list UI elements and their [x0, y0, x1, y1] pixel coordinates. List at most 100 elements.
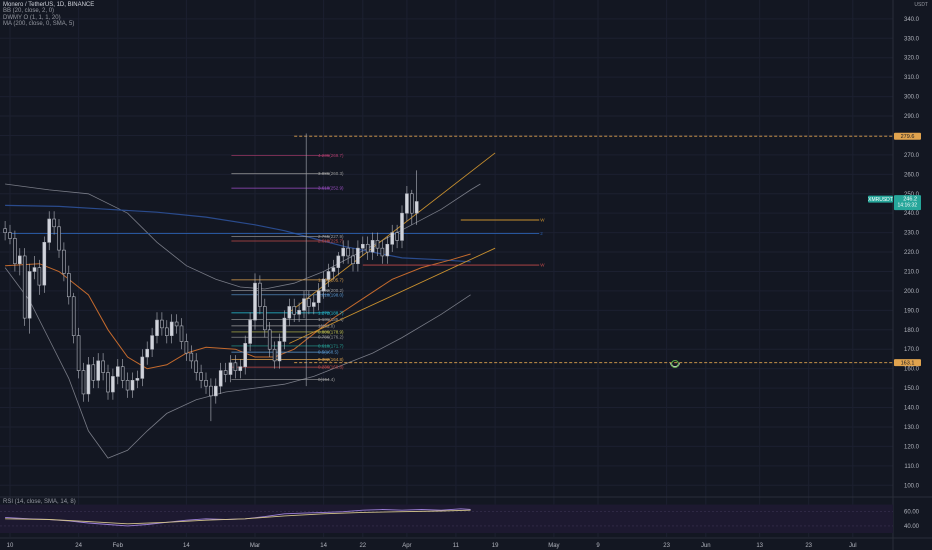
y-tick-label: 320.0 — [904, 56, 920, 62]
indicator-bb[interactable]: BB (20, close, 2, 0) — [3, 8, 55, 15]
y-tick-label: 330.0 — [904, 36, 920, 42]
candle — [365, 236, 370, 260]
rsi-legend[interactable]: RSI (14, close, SMA, 14, 8) — [3, 499, 76, 505]
candle-body — [184, 341, 189, 354]
fib-level-label: 1.131(185.4) — [318, 317, 344, 322]
candle-body — [360, 243, 365, 249]
candle-body — [8, 232, 12, 239]
candle — [32, 255, 37, 280]
rsi-tick-label: 40.00 — [904, 524, 920, 530]
candle — [101, 353, 105, 381]
candle — [150, 327, 154, 358]
candle — [395, 224, 399, 249]
candle — [160, 312, 164, 336]
candle-body — [262, 306, 267, 331]
candle — [125, 372, 130, 398]
candle-body — [341, 247, 346, 257]
candle — [145, 341, 149, 365]
y-tick-label: 230.0 — [904, 231, 920, 237]
candle — [253, 273, 257, 330]
y-tick-label: 160.0 — [904, 367, 920, 373]
fib-level-label: 0.236(160.8) — [318, 365, 344, 370]
candle — [3, 220, 7, 241]
y-tick-label: 140.0 — [904, 406, 920, 412]
y-tick-label: 170.0 — [904, 347, 920, 353]
candle — [336, 252, 341, 276]
candle-body — [135, 378, 140, 381]
candle-body — [380, 247, 385, 257]
candle — [356, 240, 360, 272]
candle-body — [346, 247, 350, 257]
bollinger-upper-line — [5, 183, 481, 290]
candle — [405, 185, 409, 221]
currency-label[interactable]: USDT — [914, 2, 928, 8]
candle — [297, 302, 301, 323]
candle — [62, 242, 66, 282]
candle-body — [57, 226, 61, 251]
rsi-ma-line — [5, 509, 471, 525]
candle-body — [189, 352, 194, 362]
candle — [91, 357, 96, 389]
candle — [321, 271, 326, 299]
candle — [169, 314, 174, 344]
candle — [189, 345, 194, 369]
candle — [282, 310, 287, 350]
candle-body — [96, 360, 100, 381]
candle — [414, 170, 419, 225]
candle-body — [116, 366, 120, 377]
indicator-ma[interactable]: MA (200, close, 0, SMA, 5) — [3, 21, 75, 28]
candle-body — [307, 298, 311, 307]
y-tick-label: 240.0 — [904, 211, 920, 217]
candle-body — [174, 321, 179, 327]
candle — [267, 322, 272, 358]
candle-body — [22, 255, 27, 319]
fib-level-label: 3.886(260.3) — [318, 171, 344, 176]
candle — [13, 230, 17, 272]
x-tick-label: Jun — [701, 543, 711, 549]
fib-level-label: 2.618(225.7) — [318, 238, 344, 243]
candle-body — [194, 360, 198, 373]
fib-level-label: 1.272(188.7) — [318, 310, 344, 315]
candle — [116, 358, 120, 385]
candle — [22, 248, 27, 326]
candle — [81, 362, 86, 402]
candle — [179, 318, 184, 350]
candle-body — [287, 306, 292, 319]
level-label: W — [540, 263, 545, 268]
candle — [375, 232, 380, 256]
y-tick-label: 190.0 — [904, 308, 920, 314]
ma200-line — [5, 204, 471, 263]
candle-body — [409, 193, 414, 214]
candle-body — [316, 290, 321, 303]
upper-level-badge — [894, 132, 921, 140]
candle-body — [336, 255, 341, 268]
candle-body — [267, 329, 272, 350]
candle — [42, 236, 47, 293]
indicator-dwmy[interactable]: DWMY O (1, 1, 1, 20) — [3, 14, 61, 21]
ma-short-line — [5, 253, 471, 370]
y-tick-label: 270.0 — [904, 153, 920, 159]
y-tick-label: 110.0 — [904, 464, 919, 470]
candle — [37, 259, 42, 295]
candle — [86, 357, 91, 402]
candle — [194, 353, 198, 381]
candle-body — [106, 372, 110, 393]
candle-body — [253, 282, 257, 321]
x-tick-label: 14 — [320, 543, 327, 549]
candle-body — [42, 242, 47, 286]
candle — [380, 240, 385, 264]
candle-body — [302, 298, 306, 311]
candle-body — [311, 302, 316, 307]
candle — [316, 283, 321, 311]
candle-body — [86, 364, 91, 395]
candle-body — [209, 385, 213, 397]
current-price-badge — [894, 195, 921, 211]
candle-body — [400, 212, 404, 241]
y-tick-label: 340.0 — [904, 17, 920, 23]
candle-body — [272, 348, 277, 362]
symbol-title: Monero / TetherUS, 1D, BINANCE — [3, 2, 95, 8]
candle — [400, 205, 404, 249]
candle — [204, 372, 208, 394]
candle — [287, 298, 292, 326]
